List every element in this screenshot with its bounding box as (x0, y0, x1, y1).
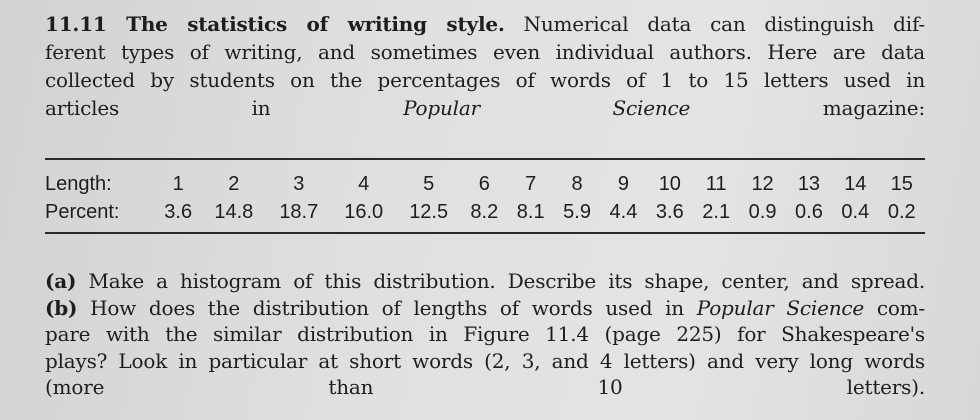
text-segment: Numerical data can distinguish dif- (504, 12, 926, 36)
length-cell: 4 (358, 172, 370, 195)
text-segment: magazine: (690, 96, 925, 120)
table-bottom-rule (45, 232, 925, 234)
text-line: pare with the similar distribution in Fi… (45, 321, 925, 348)
length-cell: 3 (293, 172, 305, 195)
length-cell: 11 (705, 172, 727, 195)
percent-cell: 0.6 (795, 200, 823, 223)
text-line: ferent types of writing, and sometimes e… (45, 38, 925, 66)
percent-cell: 4.4 (609, 200, 638, 223)
text-line: articles in Popular Science magazine: (45, 94, 925, 122)
text-segment: (more than 10 letters). (45, 375, 925, 399)
table-top-rule (45, 158, 925, 160)
percent-cell: 16.0 (344, 200, 384, 223)
text-line: (more than 10 letters). (45, 374, 925, 401)
percent-cell: 0.9 (748, 200, 777, 223)
text-segment: collected by students on the percentages… (45, 68, 925, 92)
percent-cell: 14.8 (214, 200, 254, 223)
percent-cell: 2.1 (702, 200, 731, 223)
length-cell: 5 (423, 172, 435, 195)
italic-text: Popular Science (403, 96, 691, 120)
bold-text: (a) (45, 269, 77, 293)
percent-label: Percent: (45, 200, 120, 223)
length-cell: 14 (844, 172, 867, 195)
percent-cell: 0.2 (887, 200, 916, 223)
length-cell: 8 (571, 172, 583, 195)
length-row: Length: 1 2 3 4 5 6 7 8 9 10 11 12 13 14 15 (45, 170, 925, 198)
text-segment: com- (864, 295, 925, 320)
bold-text: (b) (45, 295, 78, 320)
text-line: (a) Make a histogram of this distributio… (45, 268, 925, 295)
text-segment: ferent types of writing, and sometimes e… (45, 40, 925, 64)
text-line: collected by students on the percentages… (45, 66, 925, 94)
length-cell: 1 (172, 172, 184, 195)
length-cell: 10 (658, 172, 681, 195)
length-cell: 2 (228, 172, 240, 195)
percent-cell: 8.2 (470, 200, 499, 223)
length-cell: 13 (797, 172, 821, 195)
percent-cell: 3.6 (655, 200, 684, 223)
percent-cell: 18.7 (279, 200, 319, 223)
length-cell: 9 (617, 172, 629, 195)
exercise-questions: (a) Make a histogram of this distributio… (45, 268, 925, 401)
text-line: (b) How does the distribution of lengths… (45, 295, 925, 322)
percent-cell: 0.4 (841, 200, 870, 223)
percent-row: Percent: 3.6 14.8 18.7 16.0 12.5 8.2 8.1 5.9 4.4… (45, 198, 925, 226)
text-segment: How does the distribution of lengths of … (77, 295, 697, 320)
text-segment: articles in (45, 96, 404, 120)
percent-cell: 5.9 (563, 200, 591, 223)
percent-cell: 3.6 (164, 200, 193, 223)
bold-text: 11.11 The statistics of writing style. (45, 12, 505, 36)
text-line: 11.11 The statistics of writing style. N… (45, 10, 925, 38)
exercise-intro: 11.11 The statistics of writing style. N… (45, 10, 925, 122)
text-segment: Make a histogram of this distribution. D… (76, 269, 925, 293)
length-cell: 15 (890, 172, 913, 195)
length-cell: 6 (478, 172, 490, 195)
text-segment: pare with the similar distribution in Fi… (45, 322, 925, 346)
text-segment: plays? Look in particular at short words… (45, 348, 925, 373)
percent-cell: 12.5 (409, 200, 449, 223)
length-label: Length: (45, 172, 112, 195)
percent-cell: 8.1 (516, 200, 545, 223)
italic-text: Popular Science (696, 295, 865, 320)
length-cell: 12 (751, 172, 774, 195)
length-cell: 7 (525, 172, 537, 195)
word-length-table: Length: 1 2 3 4 5 6 7 8 9 10 11 12 13 14 15 Percent: 3… (45, 170, 925, 226)
text-line: plays? Look in particular at short words… (45, 348, 925, 375)
